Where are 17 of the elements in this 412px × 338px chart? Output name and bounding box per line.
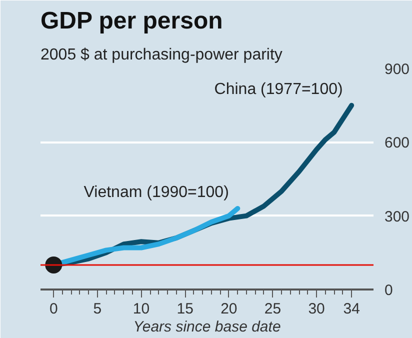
x-axis-title: Years since base date (133, 318, 281, 336)
series-label: China (1977=100) (214, 80, 343, 98)
y-tick-label: 900 (384, 61, 410, 78)
x-tick-label: 5 (93, 300, 102, 318)
series-label: Vietnam (1990=100) (84, 184, 229, 202)
x-tick-label: 10 (132, 300, 150, 318)
chart-title: GDP per person (40, 8, 223, 34)
chart-subtitle: 2005 $ at purchasing-power parity (40, 46, 282, 64)
x-tick-label: 0 (49, 300, 58, 318)
x-tick-label: 30 (308, 300, 325, 318)
y-tick-label: 600 (384, 134, 410, 152)
y-tick-label: 0 (384, 282, 393, 299)
x-tick-label: 25 (264, 300, 282, 318)
x-tick-label: 34 (343, 300, 360, 318)
x-tick-label: 20 (220, 300, 238, 318)
x-tick-label: 15 (176, 300, 194, 318)
y-tick-label: 300 (384, 208, 410, 226)
